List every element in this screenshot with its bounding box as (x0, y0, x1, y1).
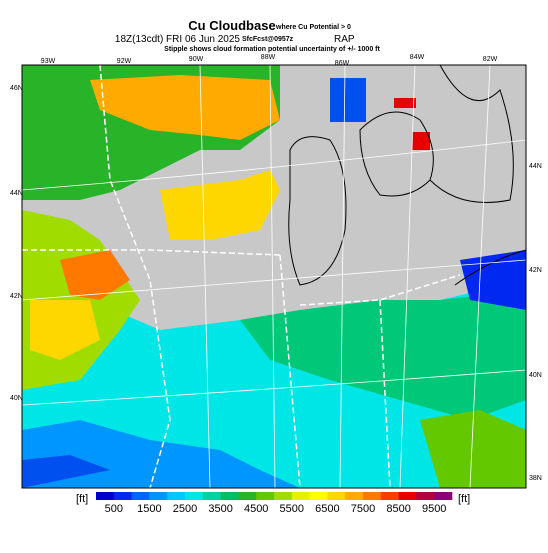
lon-label: 84W (410, 54, 425, 61)
title: Cu Cloudbase (188, 18, 275, 33)
valid-time: 18Z(13cdt) FRI 06 Jun 2025 (115, 34, 241, 45)
colorbar-swatch (345, 492, 364, 500)
colorbar-label: 1500 (137, 503, 161, 515)
map: 93W 92W 90W 88W 86W 84W 82W 46N 44N 42N … (10, 54, 542, 489)
field-darkblue (22, 455, 110, 488)
patch-blue (330, 78, 366, 122)
forecast: SfcFcst@0957z (242, 36, 294, 43)
lat-label: 42N (10, 293, 23, 300)
colorbar-swatch (380, 492, 399, 500)
colorbar-swatch (238, 492, 257, 500)
colorbar-label: 9500 (422, 503, 446, 515)
patch-red (394, 98, 416, 108)
colorbar-swatch (149, 492, 168, 500)
colorbar-swatch (256, 492, 275, 500)
lake-erie (454, 249, 526, 286)
lat-label: 46N (10, 85, 23, 92)
colorbar-label: 500 (105, 503, 123, 515)
subtitle: Stipple shows cloud formation potential … (164, 46, 380, 53)
map-frame (21, 64, 527, 489)
colorbar-swatch (416, 492, 435, 500)
colorbar-unit: [ft] (458, 493, 470, 505)
borders (22, 65, 461, 488)
colorbar-swatch (274, 492, 293, 500)
colorbar-label: 7500 (351, 503, 375, 515)
colorbar-swatch (131, 492, 150, 500)
colorbar-swatch (434, 492, 453, 500)
colorbar-swatch (363, 492, 382, 500)
field-lime (420, 410, 526, 488)
colorbar-label: 6500 (315, 503, 339, 515)
colorbar-label: 3500 (208, 503, 232, 515)
colorbar-unit: [ft] (76, 493, 88, 505)
colorbar-swatch (291, 492, 310, 500)
lat-label: 38N (529, 475, 542, 482)
lon-label: 82W (483, 56, 498, 63)
colorbar-swatch (185, 492, 204, 500)
lake-michigan (288, 136, 347, 286)
colorbar-swatch (96, 492, 115, 500)
lon-label: 93W (41, 58, 56, 65)
colorbar-label: 4500 (244, 503, 268, 515)
model: RAP (334, 34, 355, 45)
lon-label: 88W (261, 54, 276, 61)
colorbar-swatch (327, 492, 346, 500)
lat-label: 40N (10, 395, 23, 402)
lat-label: 44N (10, 190, 23, 197)
field-orange (90, 75, 280, 140)
lat-label: 40N (529, 372, 542, 379)
colorbar-label: 2500 (173, 503, 197, 515)
lon-label: 90W (189, 56, 204, 63)
field-west-yellow (30, 300, 100, 360)
field-erie (460, 250, 526, 310)
graticule (22, 65, 526, 488)
field-west-orange (60, 250, 130, 300)
colorbar-swatch (167, 492, 186, 500)
lon-label: 86W (335, 60, 350, 67)
colorbar-swatch (220, 492, 239, 500)
colorbar-label: 5500 (280, 503, 304, 515)
lake-huron (429, 65, 514, 203)
lon-label: 92W (117, 58, 132, 65)
field-yellow (160, 170, 280, 240)
lat-label: 42N (529, 267, 542, 274)
patch-red (412, 132, 430, 150)
title-note: where Cu Potential > 0 (275, 24, 351, 31)
colorbar-swatch (202, 492, 221, 500)
colorbar: [ft] [ft] 500 1500 2500 3500 4500 5500 6500 750… (76, 492, 470, 515)
colorbar-swatch (309, 492, 328, 500)
colorbar-label: 8500 (386, 503, 410, 515)
lat-label: 44N (529, 163, 542, 170)
michigan-outline (359, 111, 434, 197)
colorbar-swatch (113, 492, 132, 500)
colorbar-swatch (398, 492, 417, 500)
